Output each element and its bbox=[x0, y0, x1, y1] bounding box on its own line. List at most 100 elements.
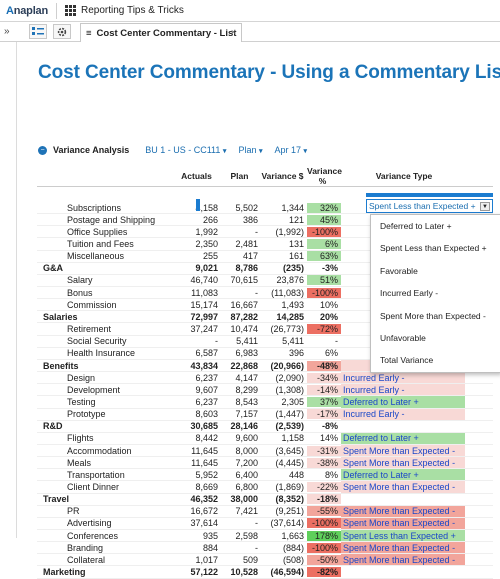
cell-plan: 417 bbox=[242, 251, 258, 262]
version-selector[interactable]: Plan ▾ bbox=[238, 145, 263, 155]
cell-actuals: 255 bbox=[202, 251, 218, 262]
table-row: Retirement 37,247 10,474 (26,773) -72% bbox=[37, 324, 493, 336]
cell-variance-amount: 161 bbox=[288, 251, 304, 262]
chevron-down-icon[interactable]: ▼ bbox=[480, 202, 490, 211]
cell-variance-amount: (9,251) bbox=[275, 506, 304, 517]
cell-plan: 5,411 bbox=[236, 336, 258, 347]
cell-plan: 2,481 bbox=[235, 239, 258, 249]
cell-actuals: 6,237 bbox=[195, 396, 218, 407]
module-view-icon[interactable] bbox=[29, 24, 47, 39]
table-row: Salaries 72,997 87,282 14,285 20% bbox=[37, 311, 493, 324]
cell-actuals: 8,669 bbox=[195, 482, 218, 492]
main-content: Cost Center Commentary - Using a Comment… bbox=[18, 42, 500, 579]
cell-plan: 38,000 bbox=[230, 494, 258, 505]
table-row: Commission 15,174 16,667 1,493 10% bbox=[37, 299, 493, 312]
cell-variance-type[interactable]: Spent Less than Expected + bbox=[341, 530, 465, 542]
option-deferred-later[interactable]: Deferred to Later + bbox=[380, 221, 452, 231]
close-icon[interactable]: × bbox=[230, 27, 236, 37]
cell-actuals: 9,021 bbox=[195, 263, 218, 274]
cell-variance-type[interactable] bbox=[341, 421, 465, 432]
row-label: Conferences bbox=[67, 530, 119, 541]
collapse-icon[interactable]: − bbox=[38, 145, 47, 155]
row-label: Prototype bbox=[67, 409, 106, 420]
option-spent-more[interactable]: Spent More than Expected - bbox=[380, 310, 486, 321]
cell-actuals: 6,587 bbox=[195, 348, 218, 359]
cell-variance-type[interactable]: Deferred to Later + bbox=[341, 469, 465, 481]
col-plan[interactable]: Plan bbox=[230, 170, 249, 181]
row-label: Advertising bbox=[67, 518, 112, 529]
cell-plan: 6,400 bbox=[235, 469, 258, 480]
cell-actuals: 11,645 bbox=[191, 445, 218, 456]
cell-variance-type[interactable]: Incurred Early - bbox=[341, 372, 465, 384]
option-unfavorable[interactable]: Unfavorable bbox=[380, 332, 426, 343]
app-title[interactable]: Reporting Tips & Tricks bbox=[81, 5, 184, 16]
cell-variance-type[interactable]: Incurred Early - bbox=[341, 384, 465, 396]
table-row: Postage and Shipping 266 386 121 45% bbox=[37, 214, 493, 227]
gear-icon[interactable] bbox=[53, 24, 71, 39]
cell-variance-type[interactable] bbox=[341, 567, 465, 578]
cell-variance-type[interactable]: Spent More than Expected - bbox=[341, 554, 465, 566]
cell-variance-type[interactable] bbox=[341, 494, 465, 505]
option-total-variance[interactable]: Total Variance bbox=[380, 355, 434, 366]
active-cell-highlight bbox=[366, 193, 493, 197]
col-actuals[interactable]: Actuals bbox=[181, 170, 212, 181]
cell-variance-type[interactable]: Spent More than Expected - bbox=[341, 517, 465, 530]
option-incurred-early[interactable]: Incurred Early - bbox=[380, 288, 439, 299]
cell-plan: 386 bbox=[242, 214, 258, 225]
cell-actuals: 8,442 bbox=[195, 433, 218, 444]
cell-variance-pct: 10% bbox=[319, 299, 338, 310]
cell-variance-amount: 448 bbox=[288, 469, 304, 480]
variance-type-select[interactable]: Spent Less than Expected + ▼ bbox=[366, 199, 493, 213]
cell-variance-type[interactable]: Incurred Early - bbox=[341, 408, 465, 420]
cell-variance-amount: 131 bbox=[288, 239, 304, 249]
cell-plan: 8,543 bbox=[235, 396, 258, 407]
cell-variance-pct: 6% bbox=[324, 348, 338, 359]
cell-variance-type[interactable]: Spent More than Expected - bbox=[341, 542, 465, 554]
cell-plan: 4,147 bbox=[235, 372, 258, 383]
cell-actuals: 9,607 bbox=[195, 384, 218, 395]
cell-actuals: 72,997 bbox=[190, 311, 218, 322]
app-grid-icon[interactable] bbox=[65, 5, 76, 16]
cell-variance-amount: (1,447) bbox=[275, 409, 304, 420]
filter-bar: − Variance Analysis BU 1 - US - CC111 ▾ … bbox=[38, 145, 313, 155]
cell-actuals: 935 bbox=[202, 530, 218, 541]
tab-cost-center-commentary[interactable]: ≡ Cost Center Commentary - List × bbox=[80, 23, 242, 42]
row-label: Salary bbox=[67, 275, 93, 286]
cell-variance-pct: 63% bbox=[307, 251, 341, 262]
cell-variance-amount: (4,445) bbox=[275, 457, 304, 468]
top-bar: Anaplan Reporting Tips & Tricks bbox=[0, 0, 500, 22]
option-spent-less[interactable]: Spent Less than Expected + bbox=[380, 243, 487, 254]
row-label: Office Supplies bbox=[67, 226, 128, 237]
table-row: Flights 8,442 9,600 1,158 14% Deferred to Lat… bbox=[37, 432, 493, 445]
cell-plan: 2,598 bbox=[235, 530, 258, 541]
cell-variance-type[interactable]: Spent More than Expected - bbox=[341, 457, 465, 469]
cell-variance-pct: 37% bbox=[307, 396, 341, 407]
selected-value: Spent Less than Expected + bbox=[369, 201, 476, 211]
expand-sidebar-icon[interactable]: » bbox=[4, 26, 10, 37]
cell-variance-pct: 51% bbox=[307, 275, 341, 286]
cell-variance-type[interactable]: Spent More than Expected - bbox=[341, 445, 465, 457]
cell-actuals: 4,158 bbox=[195, 202, 218, 213]
cell-variance-type[interactable]: Spent More than Expected - bbox=[341, 481, 465, 493]
cell-variance-amount: (1,992) bbox=[275, 226, 304, 237]
period-selector[interactable]: Apr 17 ▾ bbox=[274, 145, 308, 155]
row-label: Flights bbox=[67, 433, 94, 444]
row-label: PR bbox=[67, 506, 80, 517]
cell-variance-type[interactable]: Spent More than Expected - bbox=[341, 505, 465, 517]
cell-variance-type[interactable]: Deferred to Later + bbox=[341, 396, 465, 408]
cell-actuals: 15,174 bbox=[190, 299, 218, 310]
bu-selector[interactable]: BU 1 - US - CC111 ▾ bbox=[145, 145, 227, 155]
cell-variance-amount: (3,645) bbox=[275, 445, 304, 456]
divider bbox=[56, 2, 57, 19]
col-variance-type[interactable]: Variance Type bbox=[375, 170, 433, 181]
cell-variance-amount: (37,614) bbox=[270, 518, 304, 529]
row-label: Bonus bbox=[67, 287, 93, 298]
left-sidebar bbox=[0, 42, 17, 538]
cell-variance-type[interactable]: Deferred to Later + bbox=[341, 432, 465, 444]
option-favorable[interactable]: Favorable bbox=[380, 265, 418, 276]
col-variance-pct[interactable]: Variance % bbox=[307, 165, 342, 186]
anaplan-logo[interactable]: Anaplan bbox=[6, 4, 48, 17]
col-variance-amount[interactable]: Variance $ bbox=[261, 170, 304, 181]
cell-actuals: 16,672 bbox=[190, 506, 218, 517]
row-label: Collateral bbox=[67, 554, 106, 565]
